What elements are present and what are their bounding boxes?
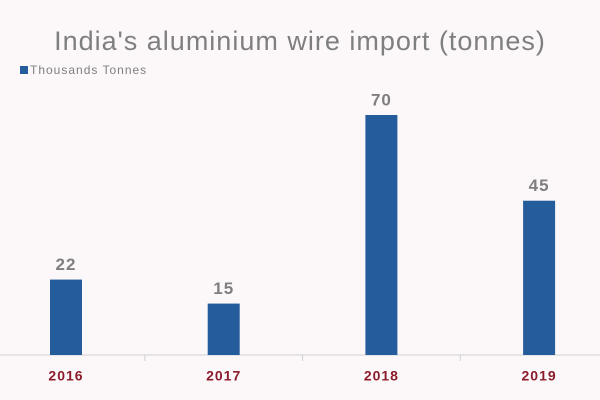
- x-tick-label: 2016: [48, 368, 83, 384]
- value-label: 22: [56, 255, 77, 274]
- x-tick-label: 2019: [522, 368, 557, 384]
- x-tick-label: 2018: [364, 368, 399, 384]
- legend-label: Thousands Tonnes: [30, 63, 147, 77]
- bar: [365, 115, 398, 355]
- chart-title: India's aluminium wire import (tonnes): [54, 26, 546, 56]
- x-tick-label: 2017: [206, 368, 241, 384]
- legend-swatch: [20, 66, 28, 74]
- value-label: 70: [371, 90, 392, 109]
- bar: [207, 303, 240, 355]
- bar: [50, 279, 82, 355]
- bar: [523, 200, 556, 355]
- value-label: 15: [213, 279, 234, 298]
- value-label: 45: [529, 176, 550, 195]
